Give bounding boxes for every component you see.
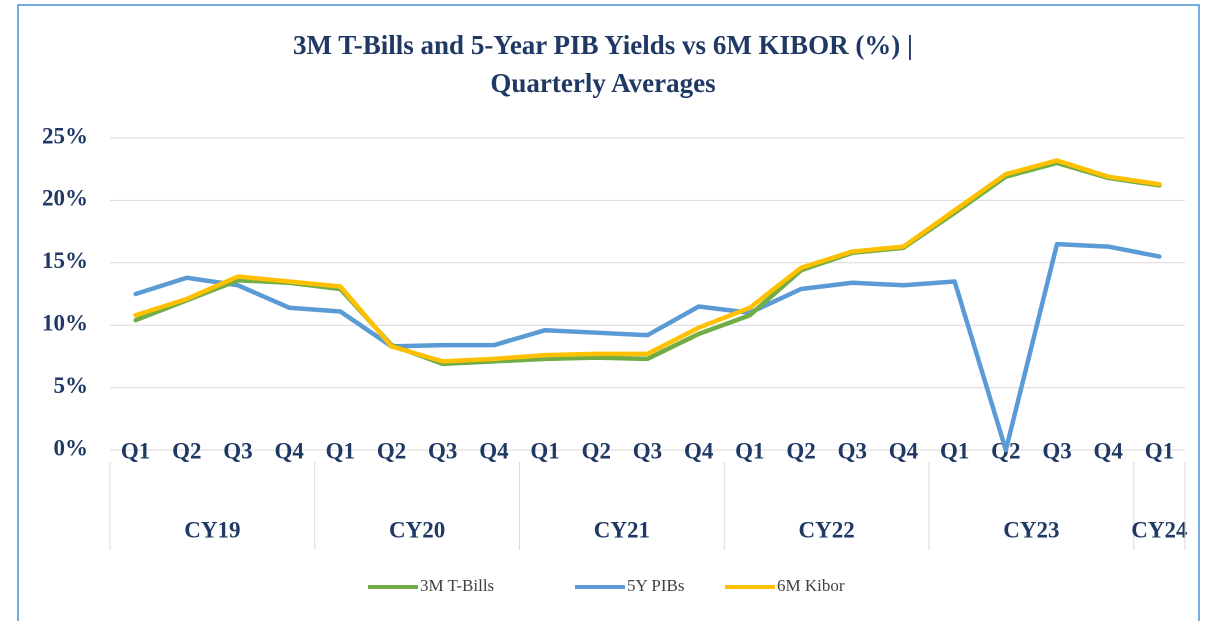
y-tick-label: 25%: [42, 123, 88, 148]
y-tick-label: 0%: [54, 435, 89, 460]
x-tick-label: Q1: [530, 438, 559, 463]
x-tick-label: Q1: [326, 438, 355, 463]
y-tick-label: 10%: [42, 310, 88, 335]
x-tick-label: Q3: [428, 438, 457, 463]
x-tick-label: Q3: [633, 438, 662, 463]
group-label: CY23: [1003, 517, 1059, 542]
x-tick-label: Q4: [479, 438, 509, 463]
x-tick-label: Q4: [684, 438, 714, 463]
group-label: CY21: [594, 517, 650, 542]
x-tick-label: Q4: [889, 438, 919, 463]
chart-title: Quarterly Averages: [490, 68, 715, 98]
series-line: [133, 158, 1162, 364]
group-label: CY22: [799, 517, 855, 542]
x-tick-label: Q2: [377, 438, 406, 463]
y-tick-label: 5%: [54, 373, 89, 398]
x-tick-label: Q1: [735, 438, 764, 463]
chart-title: 3M T-Bills and 5-Year PIB Yields vs 6M K…: [293, 30, 913, 60]
legend-label: 5Y PIBs: [627, 576, 684, 595]
x-tick-label: Q3: [223, 438, 252, 463]
legend-label: 3M T-Bills: [420, 576, 494, 595]
x-tick-label: Q3: [1042, 438, 1071, 463]
x-tick-label: Q1: [940, 438, 969, 463]
group-label: CY19: [184, 517, 240, 542]
x-tick-label: Q1: [1145, 438, 1174, 463]
x-tick-label: Q4: [1094, 438, 1124, 463]
x-tick-label: Q1: [121, 438, 150, 463]
legend-label: 6M Kibor: [777, 576, 845, 595]
group-label: CY24: [1131, 517, 1188, 542]
x-tick-label: Q2: [786, 438, 815, 463]
x-tick-label: Q3: [838, 438, 867, 463]
y-tick-label: 15%: [42, 248, 88, 273]
x-tick-label: Q2: [172, 438, 201, 463]
chart-frame: [17, 4, 1200, 621]
x-tick-label: Q4: [274, 438, 304, 463]
x-tick-label: Q2: [582, 438, 611, 463]
y-tick-label: 20%: [42, 186, 88, 211]
series-line: [133, 241, 1162, 453]
group-label: CY20: [389, 517, 445, 542]
